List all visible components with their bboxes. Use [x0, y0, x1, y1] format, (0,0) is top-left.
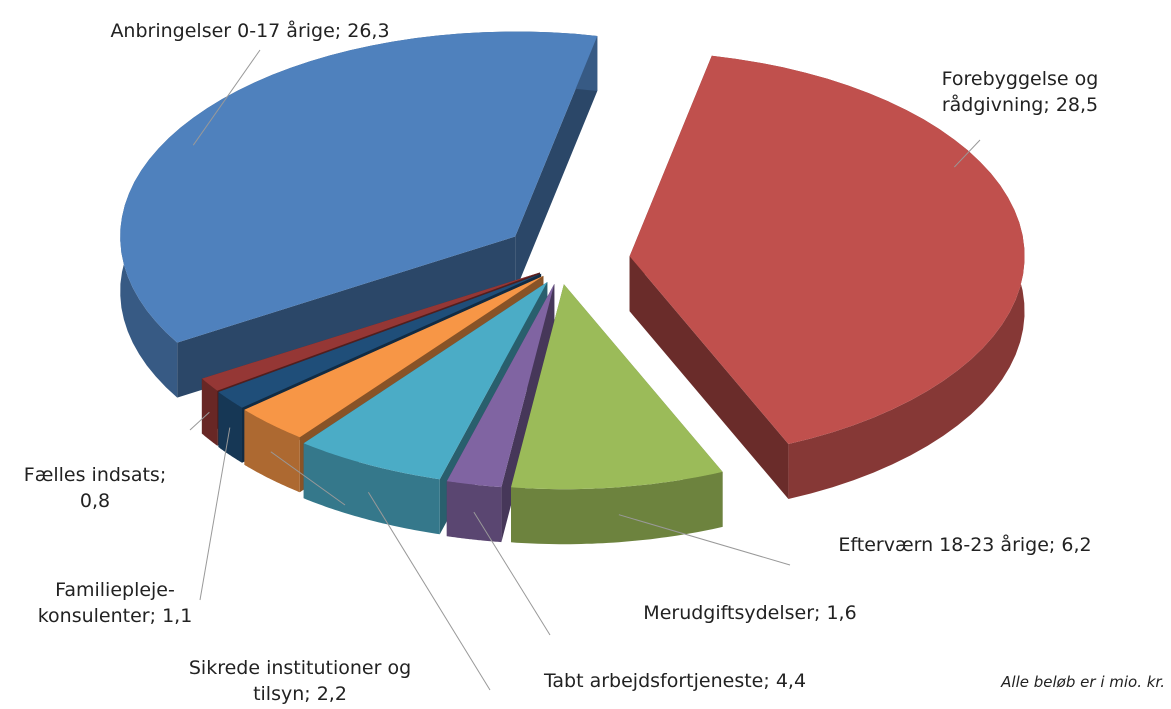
- leader-line: [953, 139, 981, 168]
- leader-line: [192, 49, 261, 146]
- label-separator: ;: [1043, 94, 1056, 116]
- slice: [303, 282, 548, 480]
- slice-wall: [201, 378, 218, 446]
- leader-line: [367, 491, 491, 691]
- slice-wall: [446, 481, 502, 543]
- label-value: 2,2: [316, 683, 347, 705]
- slice-wall: [244, 409, 300, 493]
- slice-label: Anbringelser 0-17 årige; 26,3: [40, 18, 460, 44]
- label-name: Sikrede institutioner og tilsyn: [188, 657, 412, 705]
- leader-line: [270, 451, 346, 506]
- slice-wall: [303, 443, 440, 535]
- slice-side: [177, 236, 516, 398]
- slice: [446, 283, 555, 488]
- slice-label: Fælles indsats; 0,8: [10, 462, 180, 514]
- leader-line: [189, 411, 210, 431]
- label-name: Anbringelser 0-17 årige: [110, 20, 335, 42]
- label-separator: ;: [814, 602, 827, 624]
- slice: [244, 275, 544, 438]
- label-separator: ;: [159, 464, 167, 486]
- slice-wall: [511, 471, 723, 545]
- slice-label: Merudgiftsydelser; 1,6: [600, 600, 900, 626]
- label-separator: ;: [1048, 534, 1062, 556]
- label-separator: ;: [304, 683, 317, 705]
- slice: [629, 55, 1025, 445]
- label-separator: ;: [149, 605, 163, 627]
- label-name: Efterværn 18-23 årige: [838, 534, 1049, 556]
- label-name: Forebyggelse og rådgivning: [941, 68, 1099, 116]
- slice-label: Forebyggelse og rådgivning; 28,5: [895, 66, 1145, 118]
- slice: [218, 273, 542, 408]
- label-name: Familiepleje-konsulenter: [37, 579, 175, 627]
- slice-label: Efterværn 18-23 årige; 6,2: [785, 532, 1145, 558]
- slice: [511, 284, 723, 490]
- label-separator: ;: [763, 670, 776, 692]
- label-name: Merudgiftsydelser: [643, 602, 815, 624]
- label-value: 1,6: [826, 602, 857, 624]
- slice: [201, 272, 540, 391]
- leader-line: [618, 514, 791, 566]
- label-name: Tabt arbejdsfortjeneste: [543, 670, 764, 692]
- slice-label: Sikrede institutioner og tilsyn; 2,2: [170, 655, 430, 707]
- leader-line: [473, 511, 551, 636]
- slice-label: Tabt arbejdsfortjeneste; 4,4: [505, 668, 845, 694]
- label-name: Fælles indsats: [23, 464, 160, 486]
- slice-label: Familiepleje-konsulenter; 1,1: [10, 577, 220, 629]
- slice-side: [515, 36, 598, 292]
- label-value: 26,3: [347, 20, 390, 42]
- label-value: 28,5: [1055, 94, 1099, 116]
- label-separator: ;: [334, 20, 348, 42]
- note: Alle beløb er i mio. kr.: [1001, 673, 1165, 691]
- label-value: 4,4: [775, 670, 807, 692]
- leader-line: [199, 427, 231, 601]
- slice-side: [629, 256, 789, 499]
- slice: [120, 31, 598, 343]
- label-value: 6,2: [1061, 534, 1092, 556]
- label-value: 1,1: [162, 605, 193, 627]
- slice-wall: [218, 392, 242, 463]
- label-value: 0,8: [79, 490, 111, 512]
